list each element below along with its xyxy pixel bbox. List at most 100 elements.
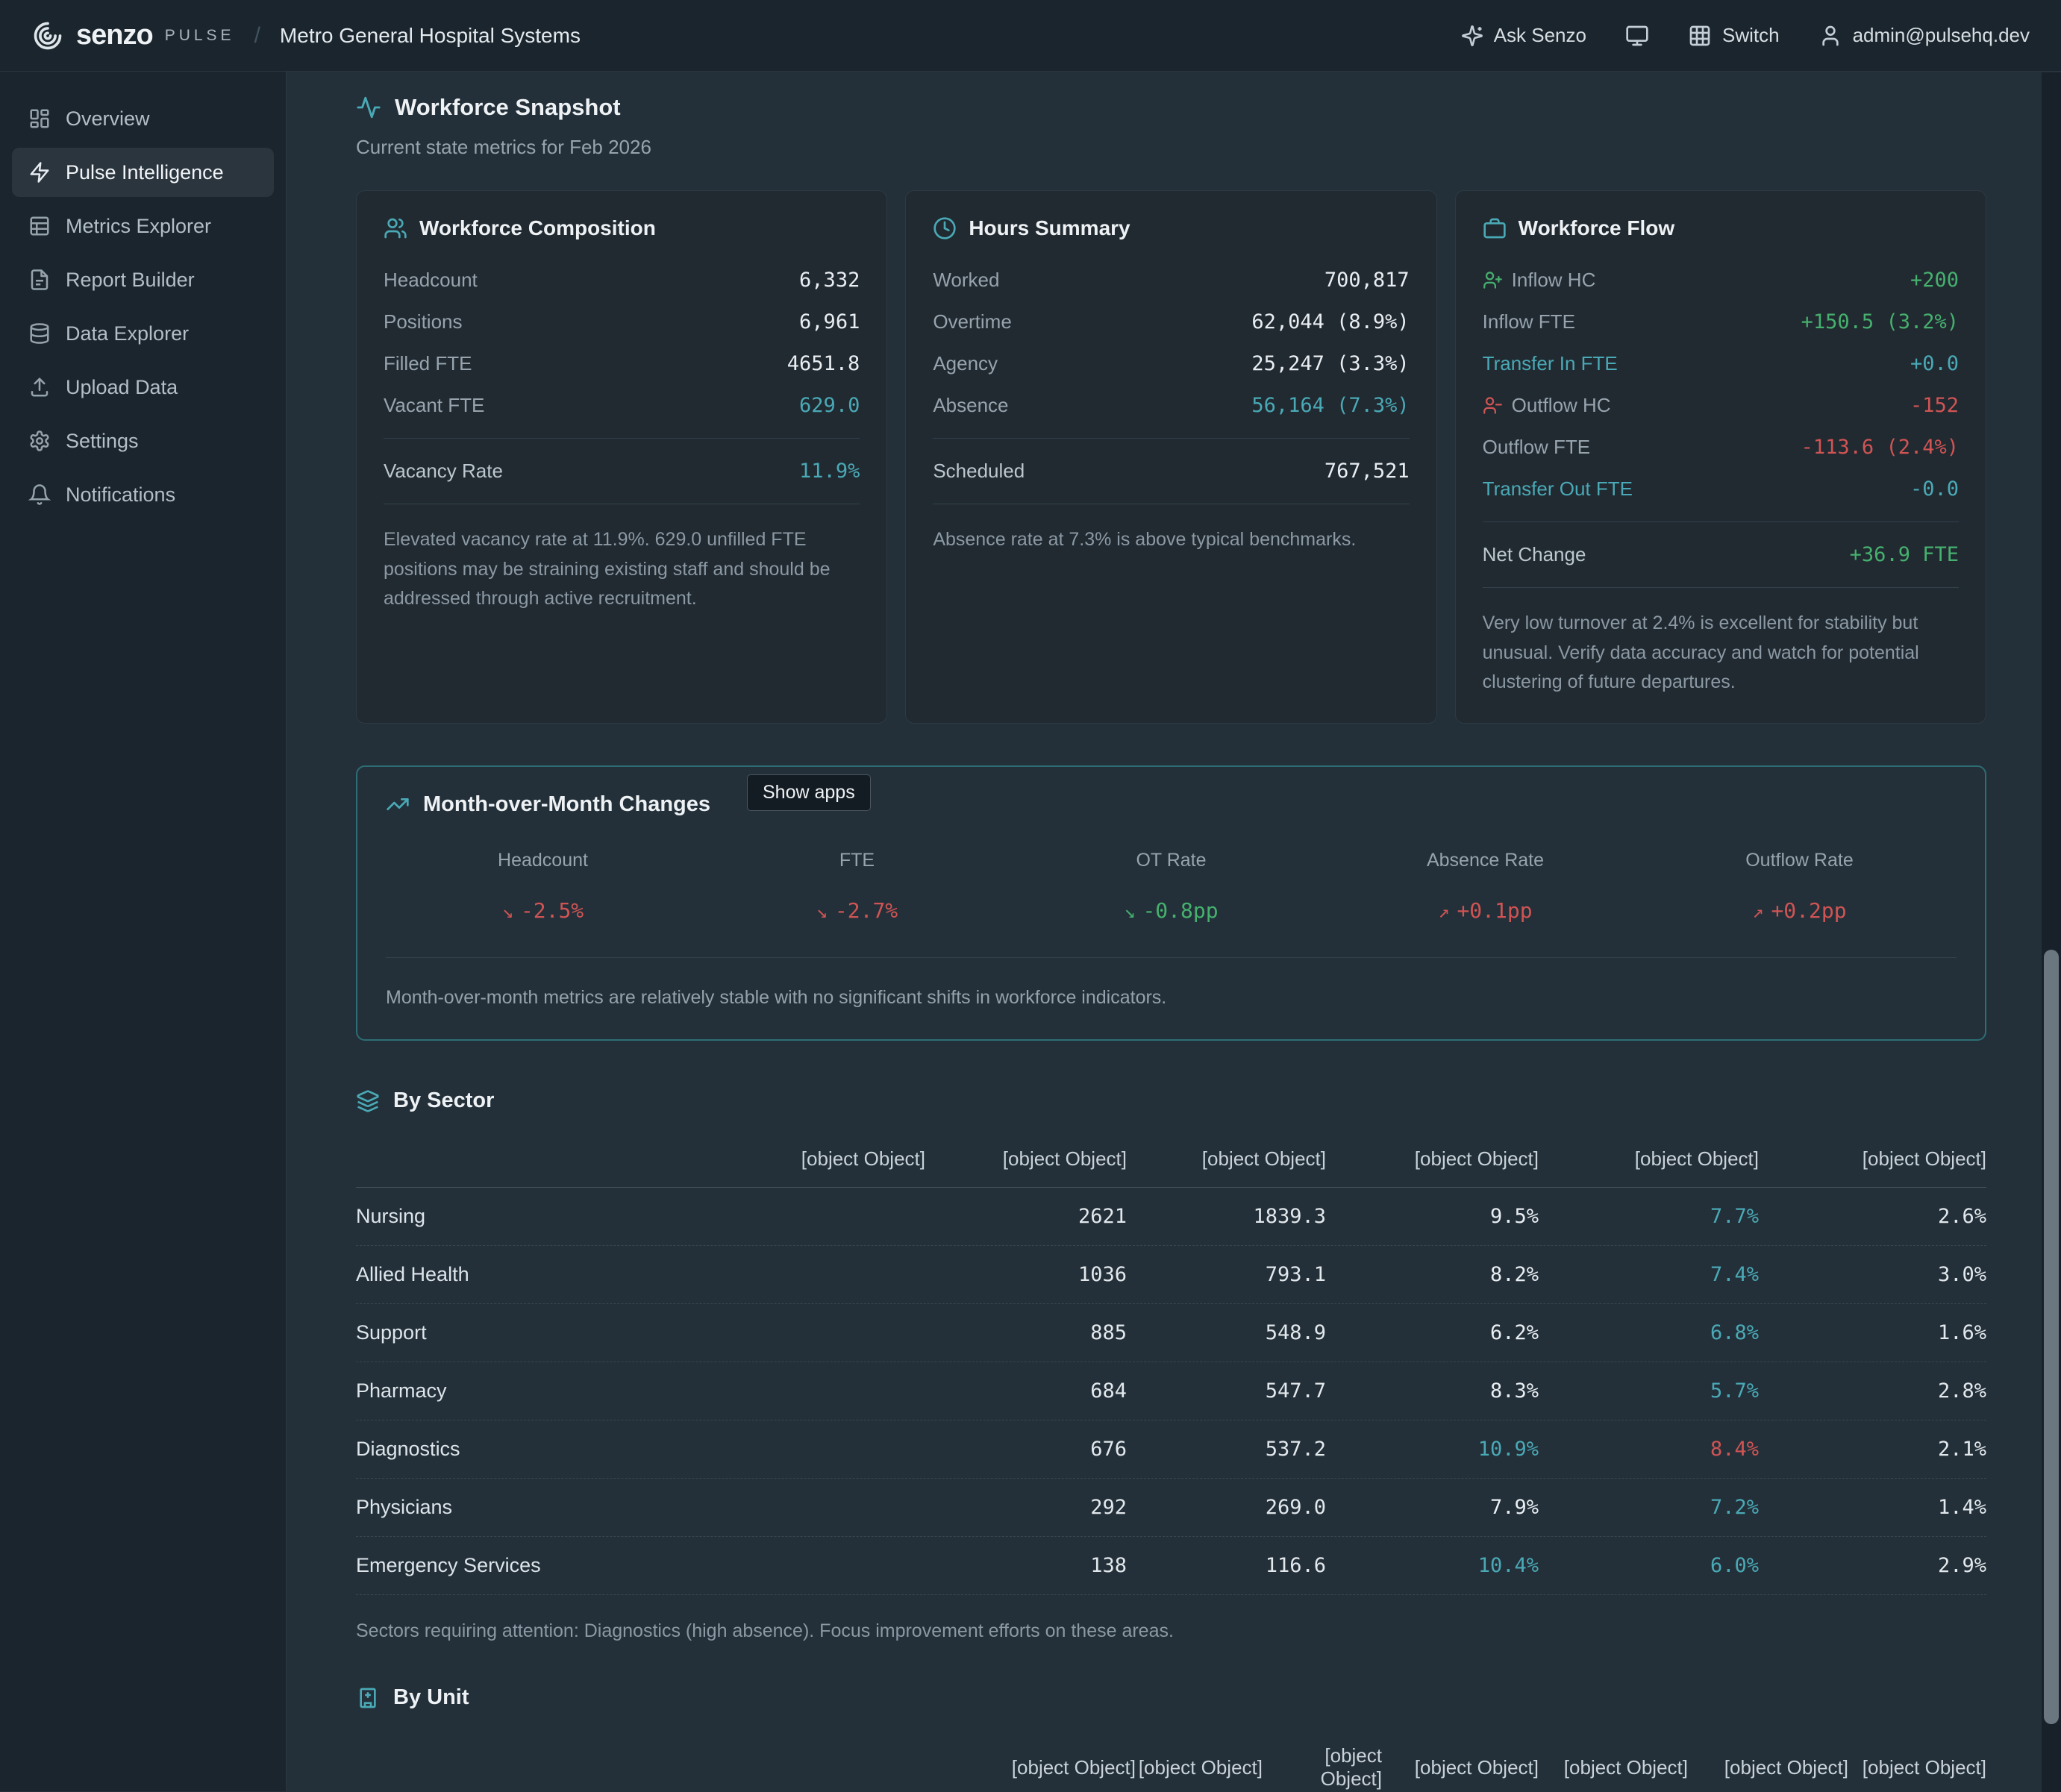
sidebar-item[interactable]: Report Builder [12,255,274,304]
sector-ot-rate: 6.2% [1326,1321,1539,1344]
mom-metric-label: OT Rate [1014,850,1328,871]
sector-turnover: 1.4% [1759,1496,1986,1519]
page-title: Workforce Snapshot [395,94,621,121]
unit-table-header: [object Object][object Object][object Ob… [356,1744,1986,1791]
metric-value: +200 [1910,269,1959,292]
column-header: [object Object] [925,1147,1127,1171]
sidebar-item-label: Report Builder [66,269,195,292]
metric-value: 6,961 [799,310,860,333]
sidebar-item[interactable]: Notifications [12,470,274,519]
sector-headcount: 676 [925,1438,1127,1461]
mom-metric: Headcount ↘-2.5% [386,850,700,923]
sector-fte: 116.6 [1127,1554,1326,1577]
trend-arrow-icon: ↘ [816,900,828,922]
ask-senzo-button[interactable]: Ask Senzo [1461,24,1586,47]
overview-icon [28,107,51,130]
topbar-left: senzo PULSE / Metro General Hospital Sys… [31,19,581,52]
clock-icon [933,216,957,240]
mom-metric-label: Absence Rate [1328,850,1642,871]
sector-name: Emergency Services [356,1554,925,1577]
metric-row: Filled FTE 4651.8 [384,352,860,375]
sidebar-item[interactable]: Data Explorer [12,309,274,358]
display-mode-button[interactable] [1625,24,1649,48]
sector-headcount: 2621 [925,1205,1127,1228]
sector-fte: 793.1 [1127,1263,1326,1286]
switch-button[interactable]: Switch [1688,24,1780,48]
metric-label: Overtime [933,310,1011,333]
scrollbar-thumb[interactable] [2044,950,2059,1724]
column-header: [object Object] [356,1147,925,1171]
sector-absence: 8.4% [1539,1438,1759,1461]
sector-ot-rate: 10.9% [1326,1438,1539,1461]
metric-label: Inflow HC [1512,269,1596,292]
mom-metric-value: ↘-2.7% [700,898,1014,923]
total-label: Vacancy Rate [384,460,503,483]
sidebar-item[interactable]: Metrics Explorer [12,201,274,251]
mom-metric-value: ↘-0.8pp [1014,898,1328,923]
sector-absence: 7.2% [1539,1496,1759,1519]
total-value: 11.9% [799,460,860,483]
column-header: [object Object] [1326,1147,1539,1171]
app-root: senzo PULSE / Metro General Hospital Sys… [0,0,2061,1792]
settings-icon [28,430,51,452]
user-plus-icon [1483,270,1503,290]
user-icon [1818,24,1842,48]
metric-row: Outflow FTE -113.6 (2.4%) [1483,436,1959,459]
metric-row: Agency 25,247 (3.3%) [933,352,1409,375]
sidebar-item[interactable]: Pulse Intelligence [12,148,274,197]
sector-note: Sectors requiring attention: Diagnostics… [356,1620,1986,1642]
metric-label: Vacant FTE [384,394,484,417]
sector-ot-rate: 7.9% [1326,1496,1539,1519]
sidebar-item-label: Upload Data [66,376,178,399]
users-icon [384,216,407,240]
logo-wordmark: senzo [76,19,153,51]
column-header: [object Object] [1539,1147,1759,1171]
metric-label: Inflow FTE [1483,310,1575,333]
metric-value: 700,817 [1325,269,1410,292]
sector-name: Diagnostics [356,1438,925,1461]
switch-label: Switch [1722,24,1780,47]
topbar-right: Ask Senzo Switch [1461,24,2030,48]
trend-arrow-icon: ↘ [1124,900,1135,922]
by-sector-title: By Sector [393,1088,494,1113]
column-header: [object Object] [1382,1756,1539,1779]
column-header: [object Object] [1848,1756,1986,1779]
sector-row: Emergency Services 138 116.6 10.4% 6.0% … [356,1537,1986,1595]
metric-row: Transfer Out FTE -0.0 [1483,477,1959,501]
metric-value: 629.0 [799,394,860,417]
scrollbar-track[interactable] [2042,72,2061,1792]
workforce-flow-card: Workforce Flow Inflow HC +200 [1455,190,1986,724]
total-label: Net Change [1483,543,1586,566]
sidebar-item[interactable]: Overview [12,94,274,143]
sector-name: Support [356,1321,925,1344]
divider [386,957,1957,958]
column-header: [object Object] [1539,1756,1688,1779]
sidebar-item[interactable]: Settings [12,416,274,466]
sector-row: Allied Health 1036 793.1 8.2% 7.4% 3.0% [356,1246,1986,1304]
mom-metric-label: Headcount [386,850,700,871]
mom-note: Month-over-month metrics are relatively … [386,983,1957,1013]
by-sector-section: By Sector [object Object][object Object]… [356,1088,1986,1642]
metric-value: 4651.8 [787,352,860,375]
metric-row: Positions 6,961 [384,310,860,333]
total-row: Vacancy Rate 11.9% [384,460,860,483]
account-menu[interactable]: admin@pulsehq.dev [1818,24,2030,48]
sector-row: Pharmacy 684 547.7 8.3% 5.7% 2.8% [356,1362,1986,1420]
card-title: Hours Summary [969,216,1130,240]
sector-turnover: 2.1% [1759,1438,1986,1461]
metric-row: Outflow HC -152 [1483,394,1959,417]
metric-row: Worked 700,817 [933,269,1409,292]
main-content: Workforce Snapshot Current state metrics… [287,72,2061,1791]
divider [1483,521,1959,522]
sidebar-item[interactable]: Upload Data [12,363,274,412]
column-header: [object Object] [356,1756,1136,1779]
workforce-composition-card: Workforce Composition Headcount 6,332 Po… [356,190,887,724]
by-unit-header: By Unit [356,1685,1986,1710]
upload-icon [28,376,51,398]
trend-arrow-icon: ↗ [1438,900,1449,922]
sector-row: Physicians 292 269.0 7.9% 7.2% 1.4% [356,1479,1986,1537]
by-sector-header: By Sector [356,1088,1986,1113]
sidebar-item-label: Settings [66,430,139,453]
show-apps-tooltip[interactable]: Show apps [747,774,871,811]
sector-headcount: 292 [925,1496,1127,1519]
